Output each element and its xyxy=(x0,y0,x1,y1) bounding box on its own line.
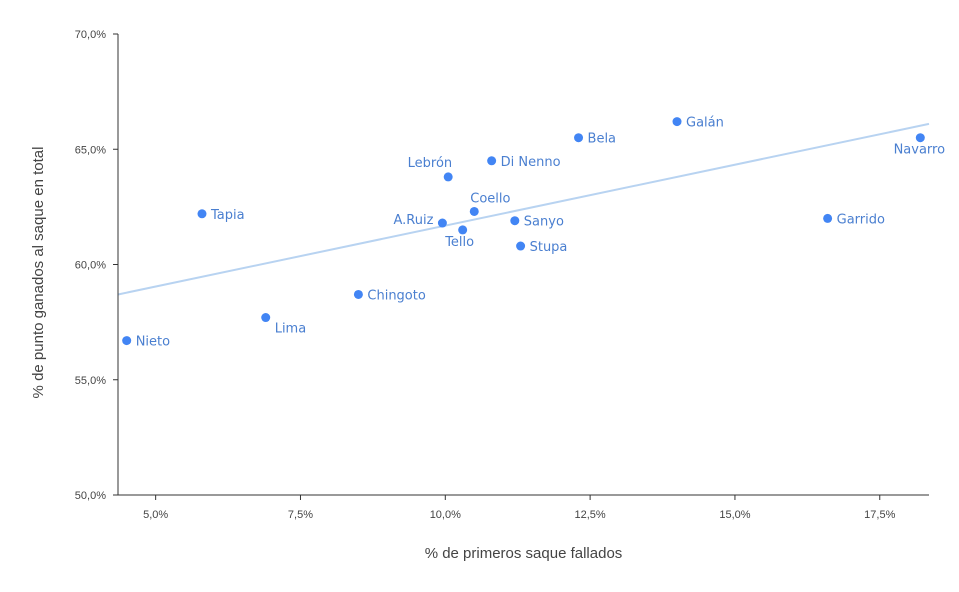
data-point-di-nenno xyxy=(487,156,497,166)
data-point-gal-n xyxy=(672,117,682,127)
y-axis-title: % de punto ganados al saque en total xyxy=(30,147,47,399)
y-tick-label: 65,0% xyxy=(75,144,106,156)
point-label: Sanyo xyxy=(524,215,564,230)
data-point-tello xyxy=(458,225,468,235)
point-label: Stupa xyxy=(530,240,568,255)
data-point-lebr-n xyxy=(443,172,453,182)
point-label: Tello xyxy=(444,235,474,250)
point-label: Chingoto xyxy=(367,288,425,303)
point-label: Di Nenno xyxy=(501,155,561,170)
data-point-nieto xyxy=(122,336,132,346)
x-axis-title: % de primeros saque fallados xyxy=(425,545,623,562)
trendline xyxy=(117,122,930,296)
x-tick-label: 12,5% xyxy=(575,509,606,521)
data-point-tapia xyxy=(197,209,207,219)
point-label: Galán xyxy=(686,116,724,131)
y-tick-label: 70,0% xyxy=(75,29,106,41)
point-label: A.Ruiz xyxy=(393,213,433,228)
point-label: Lima xyxy=(275,322,306,337)
point-label: Nieto xyxy=(136,335,170,350)
y-tick-label: 60,0% xyxy=(75,260,106,272)
data-point-bela xyxy=(574,133,584,143)
data-point-sanyo xyxy=(510,216,520,226)
point-label: Bela xyxy=(588,132,617,147)
data-point-lima xyxy=(261,313,271,323)
data-point-navarro xyxy=(915,133,925,143)
data-point-chingoto xyxy=(353,289,363,299)
y-tick-label: 55,0% xyxy=(75,375,106,387)
x-tick-label: 5,0% xyxy=(143,509,168,521)
x-tick-label: 17,5% xyxy=(864,509,895,521)
data-point-coello xyxy=(469,206,479,216)
x-tick-label: 15,0% xyxy=(719,509,750,521)
y-tick-label: 50,0% xyxy=(75,490,106,502)
point-label: Navarro xyxy=(894,143,946,158)
data-point-a-ruiz xyxy=(437,218,447,228)
data-point-garrido xyxy=(823,213,833,223)
point-label: Garrido xyxy=(837,212,885,227)
point-label: Coello xyxy=(470,191,510,206)
point-label: Tapia xyxy=(210,208,245,223)
x-tick-label: 7,5% xyxy=(288,509,313,521)
x-tick-label: 10,0% xyxy=(430,509,461,521)
point-label: Lebrón xyxy=(408,156,453,171)
data-point-stupa xyxy=(516,241,526,251)
